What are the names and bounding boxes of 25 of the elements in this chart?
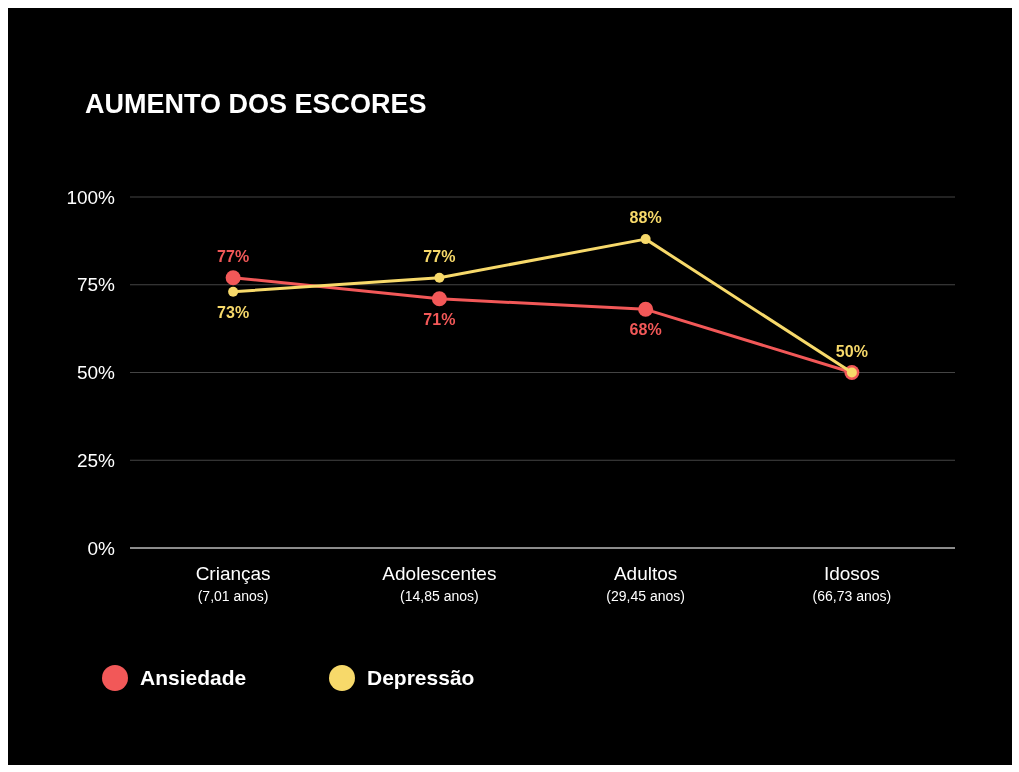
y-tick-label: 0% <box>87 537 116 559</box>
data-label: 77% <box>423 247 456 265</box>
y-tick-label: 50% <box>76 362 116 384</box>
legend-label: Depressão <box>367 666 475 690</box>
y-tick-label: 100% <box>66 186 116 208</box>
point <box>431 291 447 307</box>
data-label: 73% <box>217 303 250 321</box>
data-label: 77% <box>217 247 250 265</box>
x-tick-label: Adultos (29,45 anos) <box>606 563 685 604</box>
x-tick-label: Idosos (66,73 anos) <box>812 563 892 604</box>
x-tick-label: Adolescentes (14,85 anos) <box>382 563 497 604</box>
point <box>228 286 239 297</box>
x-tick-label: Crianças (7,01 anos) <box>195 563 271 604</box>
data-label: 88% <box>629 209 662 227</box>
legend-label: Ansiedade <box>140 666 247 690</box>
chart-title: AUMENTO DOS ESCORES <box>85 89 427 119</box>
data-label: 50% <box>835 342 868 360</box>
y-tick-label: 25% <box>76 449 116 471</box>
point <box>640 234 651 245</box>
point <box>225 270 241 286</box>
y-tick-label: 75% <box>76 274 116 296</box>
point <box>434 272 445 283</box>
data-label: 71% <box>423 310 456 328</box>
data-label: 68% <box>629 321 662 339</box>
point <box>638 301 654 317</box>
